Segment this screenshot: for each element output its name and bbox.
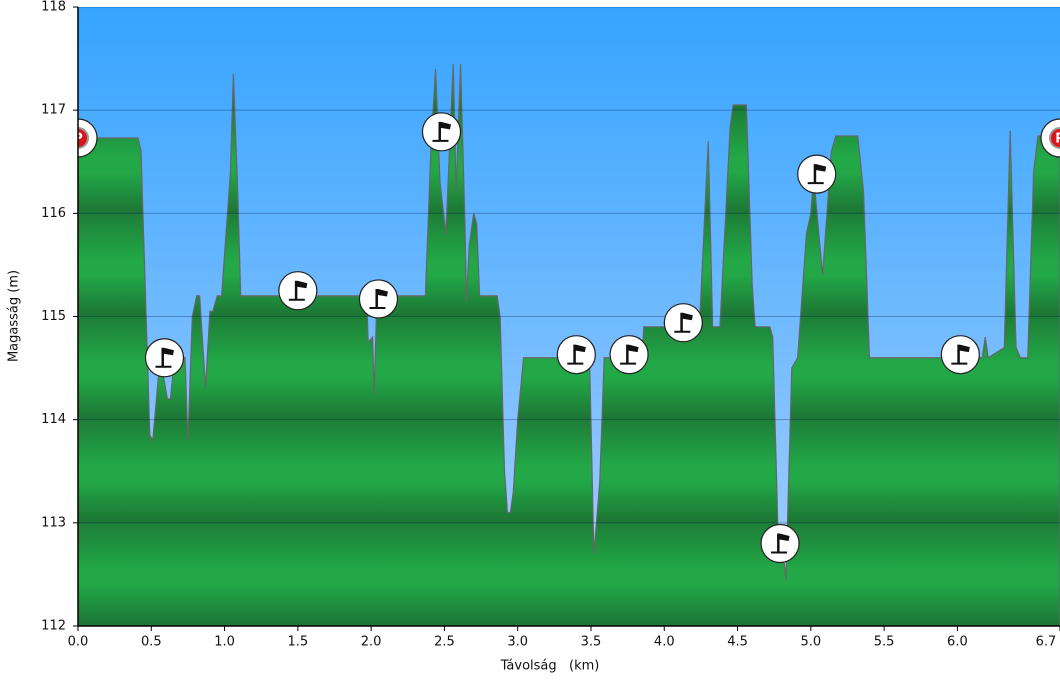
- parking-icon: [1049, 127, 1060, 150]
- y-tick-label: 112: [41, 619, 66, 634]
- marker-circle: [278, 271, 318, 311]
- x-tick-label: 4.5: [727, 635, 748, 650]
- flag-icon: [951, 344, 970, 365]
- marker-circle: [609, 335, 649, 375]
- marker-circle: [421, 112, 462, 152]
- parking-icon: [78, 127, 89, 150]
- x-tick-label: 1.5: [288, 635, 309, 650]
- waypoint-marker: [663, 303, 703, 343]
- y-tick-label: 115: [41, 309, 66, 324]
- parking-label: P: [73, 132, 83, 147]
- flag-icon: [432, 121, 451, 142]
- marker-circle: [358, 279, 399, 319]
- waypoint-marker: [609, 335, 649, 375]
- waypoint-marker: [358, 279, 399, 319]
- marker-circle: [760, 523, 800, 564]
- waypoint-marker: [144, 338, 185, 378]
- x-tick-label: 6.0: [947, 635, 968, 650]
- flag-icon: [620, 344, 639, 365]
- x-tick-label: 3.5: [581, 635, 602, 650]
- x-tick-label: 5.0: [800, 635, 821, 650]
- marker-circle: [144, 338, 185, 378]
- marker-circle: [663, 303, 703, 343]
- flag-icon: [288, 280, 308, 301]
- y-tick-label: 116: [41, 206, 66, 221]
- waypoint-marker: [760, 523, 800, 564]
- x-tick-label: 4.0: [654, 635, 675, 650]
- x-axis-label: Távolság (km): [500, 659, 600, 674]
- x-tick-label: 0.5: [141, 635, 162, 650]
- parking-label: P: [1055, 132, 1060, 147]
- x-tick-label: 3.0: [507, 635, 528, 650]
- x-tick-label: 6.7: [1036, 635, 1057, 650]
- flag-icon: [567, 344, 586, 365]
- y-tick-label: 113: [41, 515, 66, 530]
- flag-icon: [771, 533, 790, 554]
- x-tick-label: 1.0: [214, 635, 235, 650]
- flag-icon: [155, 347, 174, 368]
- y-axis-label: Magasság (m): [7, 270, 22, 362]
- x-tick-label: 0.0: [68, 635, 89, 650]
- x-tick-label: 2.5: [434, 635, 455, 650]
- flag-icon: [807, 164, 827, 185]
- parking-marker: P: [73, 118, 98, 158]
- x-tick-label: 5.5: [874, 635, 895, 650]
- x-tick-label: 2.0: [361, 635, 382, 650]
- waypoint-marker: [421, 112, 462, 152]
- plot-area: PP: [73, 7, 1060, 626]
- elevation-area: [78, 63, 1060, 626]
- waypoint-marker: [940, 335, 980, 375]
- marker-circle: [940, 335, 980, 375]
- parking-marker: P: [1040, 118, 1060, 158]
- waypoint-marker: [797, 154, 837, 194]
- y-tick-label: 117: [41, 103, 66, 118]
- y-tick-label: 118: [41, 0, 66, 15]
- flag-icon: [674, 312, 693, 333]
- flag-icon: [369, 288, 388, 309]
- waypoint-marker: [556, 335, 596, 375]
- y-tick-label: 114: [41, 412, 66, 427]
- marker-circle: [556, 335, 596, 375]
- waypoint-marker: [278, 271, 318, 311]
- marker-circle: [797, 154, 837, 194]
